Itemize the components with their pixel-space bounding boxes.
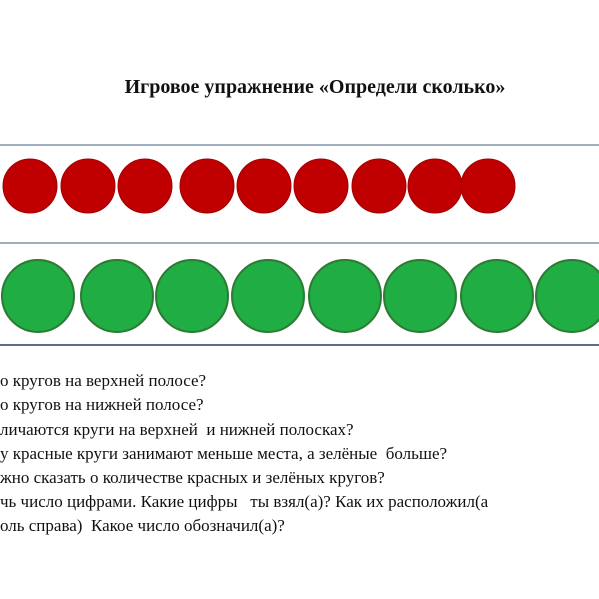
green-circle — [155, 259, 229, 333]
red-circle — [407, 158, 463, 214]
red-circle — [351, 158, 407, 214]
question: у красные круги занимают меньше места, а… — [0, 444, 448, 463]
title: Игровое упражнение «Определи сколько» — [124, 76, 506, 98]
red-circle — [293, 158, 349, 214]
question: чь число цифрами. Какие цифры ты взял(а)… — [0, 492, 489, 511]
question: о кругов на верхней полосе? — [0, 371, 207, 390]
red-circle — [179, 158, 235, 214]
green-circles — [1, 259, 599, 333]
green-circle — [1, 259, 75, 333]
question: жно сказать о количестве красных и зелён… — [0, 468, 385, 487]
question: личаются круги на верхней и нижней полос… — [0, 420, 354, 439]
green-circle — [460, 259, 534, 333]
question: о кругов на нижней полосе? — [0, 395, 204, 414]
green-circle — [231, 259, 305, 333]
green-circle — [80, 259, 154, 333]
green-circle — [308, 259, 382, 333]
red-circle — [460, 158, 516, 214]
green-circle — [535, 259, 599, 333]
question: оль справа) Какое число обозначил(а)? — [0, 516, 285, 535]
red-circle — [60, 158, 116, 214]
red-circle — [236, 158, 292, 214]
red-circle — [2, 158, 58, 214]
green-circle — [383, 259, 457, 333]
red-circles — [2, 158, 516, 214]
red-circle — [117, 158, 173, 214]
